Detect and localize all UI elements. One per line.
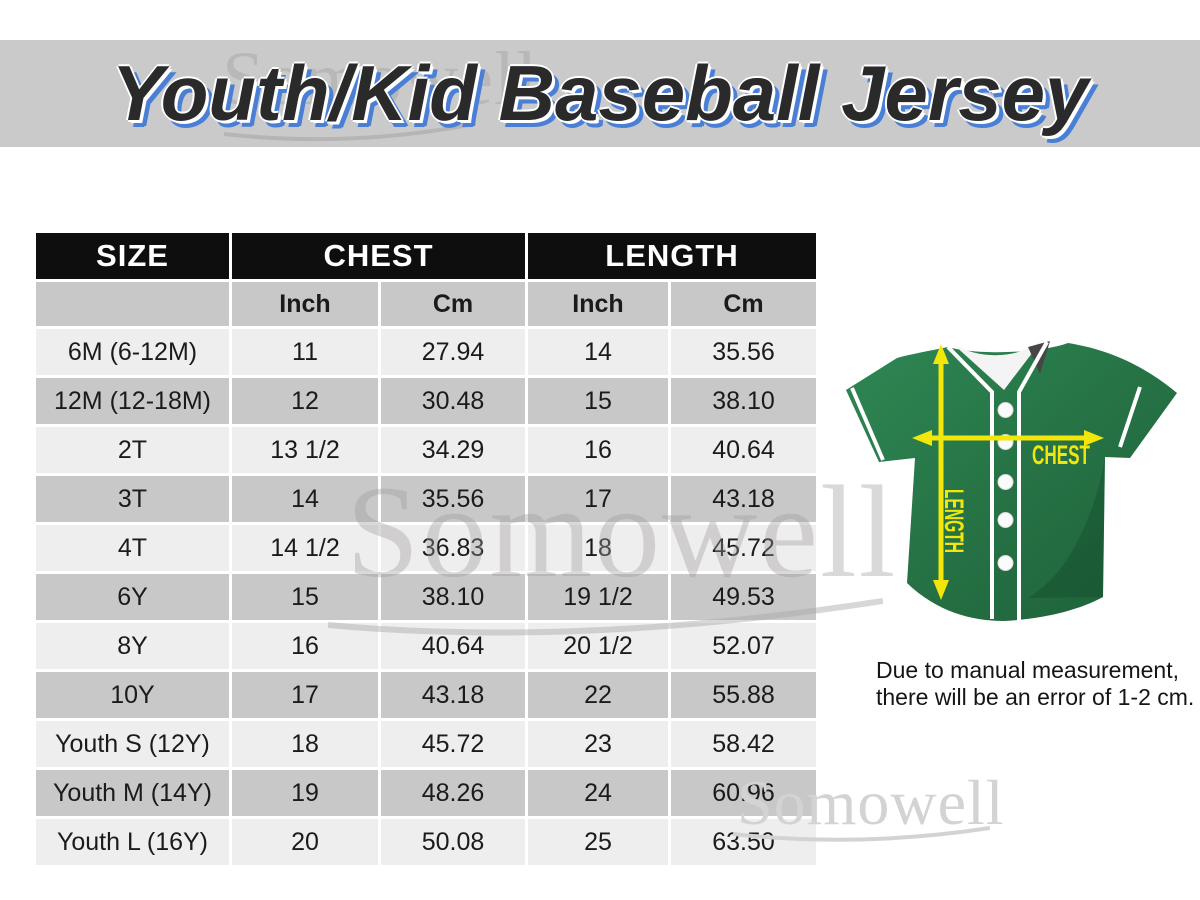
table-cell: 45.72 [381, 721, 525, 767]
title-banner: Somowell Youth/Kid Baseball Jersey [0, 37, 1200, 147]
jersey-graphic: CHEST LENGTH [846, 340, 1177, 621]
table-cell: 52.07 [671, 623, 816, 669]
size-cell: 6M (6-12M) [36, 329, 229, 375]
table-cell: 16 [232, 623, 378, 669]
page-title: Youth/Kid Baseball Jersey [111, 49, 1089, 137]
jersey-diagram: CHEST LENGTH [832, 330, 1188, 630]
table-row: 12M (12-18M) 12 30.48 15 38.10 [36, 378, 816, 424]
table-cell: 16 [528, 427, 668, 473]
table-cell: 19 [232, 770, 378, 816]
column-header-chest: CHEST [232, 233, 525, 279]
table-cell: 36.83 [381, 525, 525, 571]
note-line-1: Due to manual measurement, [876, 657, 1179, 683]
table-header-row: SIZE CHEST LENGTH [36, 233, 816, 279]
table-cell: 14 [232, 476, 378, 522]
table-row: Youth M (14Y) 19 48.26 24 60.96 [36, 770, 816, 816]
table-cell: 15 [232, 574, 378, 620]
table-unit-row: Inch Cm Inch Cm [36, 282, 816, 326]
table-row: 3T 14 35.56 17 43.18 [36, 476, 816, 522]
size-cell: 10Y [36, 672, 229, 718]
table-row: Youth S (12Y) 18 45.72 23 58.42 [36, 721, 816, 767]
table-cell: 30.48 [381, 378, 525, 424]
chest-arrow [912, 430, 1104, 446]
table-cell: 40.64 [381, 623, 525, 669]
table-cell: 18 [232, 721, 378, 767]
table-cell: 13 1/2 [232, 427, 378, 473]
table-row: 8Y 16 40.64 20 1/2 52.07 [36, 623, 816, 669]
unit-header-length-inch: Inch [528, 282, 668, 326]
table-cell: 18 [528, 525, 668, 571]
table-cell: 20 1/2 [528, 623, 668, 669]
table-cell: 20 [232, 819, 378, 865]
table-cell: 43.18 [381, 672, 525, 718]
measurement-note: Due to manual measurement, there will be… [876, 657, 1200, 711]
chest-label: CHEST [1032, 440, 1090, 470]
table-cell: 55.88 [671, 672, 816, 718]
size-cell: 4T [36, 525, 229, 571]
table-cell: 17 [528, 476, 668, 522]
table-cell: 17 [232, 672, 378, 718]
unit-header-length-cm: Cm [671, 282, 816, 326]
placket-piping-right [1017, 341, 1049, 620]
size-cell: 2T [36, 427, 229, 473]
jersey-collar [953, 340, 1042, 390]
watermark-swoosh [224, 122, 474, 142]
table-cell: 14 1/2 [232, 525, 378, 571]
table-cell: 34.29 [381, 427, 525, 473]
table-cell: 38.10 [381, 574, 525, 620]
table-cell: 35.56 [671, 329, 816, 375]
table-cell: 49.53 [671, 574, 816, 620]
table-cell: 24 [528, 770, 668, 816]
watermark-top: Somowell [222, 36, 539, 142]
table-cell-empty [36, 282, 229, 326]
table-row: Youth L (16Y) 20 50.08 25 63.50 [36, 819, 816, 865]
unit-header-chest-inch: Inch [232, 282, 378, 326]
table-row: 4T 14 1/2 36.83 18 45.72 [36, 525, 816, 571]
note-line-2: there will be an error of 1-2 cm. [876, 684, 1195, 710]
length-label: LENGTH [939, 489, 969, 553]
table-row: 2T 13 1/2 34.29 16 40.64 [36, 427, 816, 473]
table-cell: 43.18 [671, 476, 816, 522]
watermark-text: Somowell [222, 37, 539, 121]
table-row: 6Y 15 38.10 19 1/2 49.53 [36, 574, 816, 620]
column-header-length: LENGTH [528, 233, 816, 279]
size-cell: Youth S (12Y) [36, 721, 229, 767]
size-cell: Youth M (14Y) [36, 770, 229, 816]
size-chart-table: SIZE CHEST LENGTH Inch Cm Inch Cm 6M (6-… [33, 230, 819, 868]
size-cell: 3T [36, 476, 229, 522]
unit-header-chest-cm: Cm [381, 282, 525, 326]
table-cell: 40.64 [671, 427, 816, 473]
jersey-shadow [1028, 457, 1105, 598]
size-cell: 8Y [36, 623, 229, 669]
table-cell: 23 [528, 721, 668, 767]
table-cell: 27.94 [381, 329, 525, 375]
table-cell: 58.42 [671, 721, 816, 767]
table-cell: 48.26 [381, 770, 525, 816]
table-cell: 14 [528, 329, 668, 375]
table-cell: 50.08 [381, 819, 525, 865]
table-cell: 35.56 [381, 476, 525, 522]
table-cell: 38.10 [671, 378, 816, 424]
table-row: 6M (6-12M) 11 27.94 14 35.56 [36, 329, 816, 375]
length-arrow [933, 344, 949, 600]
table-cell: 22 [528, 672, 668, 718]
size-cell: Youth L (16Y) [36, 819, 229, 865]
jersey-buttons [997, 402, 1014, 571]
table-cell: 12 [232, 378, 378, 424]
column-header-size: SIZE [36, 233, 229, 279]
table-cell: 11 [232, 329, 378, 375]
table-row: 10Y 17 43.18 22 55.88 [36, 672, 816, 718]
table-cell: 15 [528, 378, 668, 424]
table-cell: 45.72 [671, 525, 816, 571]
table-cell: 25 [528, 819, 668, 865]
table-cell: 60.96 [671, 770, 816, 816]
size-cell: 12M (12-18M) [36, 378, 229, 424]
table-cell: 63.50 [671, 819, 816, 865]
table-cell: 19 1/2 [528, 574, 668, 620]
placket-piping-left [946, 345, 994, 619]
size-cell: 6Y [36, 574, 229, 620]
sleeve-stripe-right [1118, 386, 1142, 448]
sleeve-stripe-left [850, 387, 885, 461]
